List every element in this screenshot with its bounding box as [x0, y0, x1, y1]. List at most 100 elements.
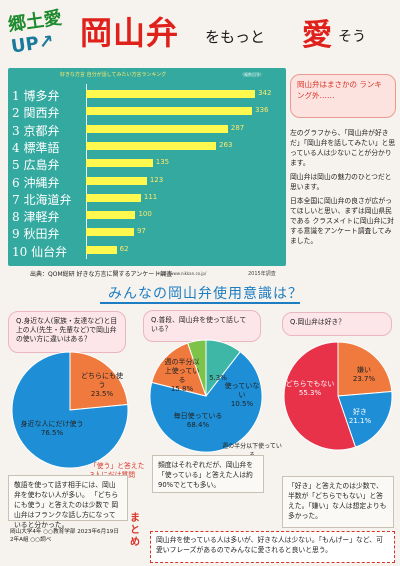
pie2-label-daily: 毎日使っている 68.4% [170, 412, 226, 430]
chart-category-label: 10 仙台弁 [12, 244, 68, 259]
page-title: 岡山弁 [80, 14, 180, 52]
chart-unit: （複数回答） [240, 72, 264, 77]
chart-value-label: 123 [149, 175, 164, 184]
chart-category-label: 9 秋田弁 [12, 227, 60, 242]
chart-row: 10 仙台弁 62 [8, 242, 286, 260]
pie-slice [151, 342, 207, 397]
pie-chart-1 [11, 351, 129, 469]
chart-bar [86, 228, 134, 237]
survey-banner: みんなの岡山弁使用意識は？ [108, 286, 303, 302]
pie3-label-neither-value: 55.3% [298, 389, 322, 397]
chart-source-url: http://www.nikkan.co.jp/ [158, 271, 207, 276]
pie-chart-3 [283, 341, 393, 451]
pie2-label-half-text: 週の半分以上使っている [164, 358, 200, 384]
chart-category-label: 2 関西弁 [12, 106, 60, 121]
summary-heading: まとめ [130, 513, 140, 548]
pie-slice [337, 341, 393, 397]
pie1-label-close-value: 76.5% [40, 429, 64, 437]
chart-title: 好きな方言 自分が話してみたい方言ランキング [60, 72, 167, 78]
pie1-label-close: 身近な人にだけ使う 76.5% [16, 420, 88, 438]
chart-category-label: 1 博多弁 [12, 89, 60, 103]
pie2-label-half-value: 15.8% [170, 385, 194, 393]
pie-slice [11, 351, 129, 469]
chart-value-label: 287 [230, 123, 245, 132]
chart-category-label: 8 津軽弁 [12, 210, 60, 225]
question-1: Q.身近な人(家族・友達など)と目上の人(先生・先輩など)で岡山弁の使い方に違い… [8, 311, 126, 353]
pie-slice [149, 351, 263, 453]
chart-bar [86, 141, 217, 150]
chart-row: 5 広島弁 135 [8, 155, 286, 173]
chart-value-label: 135 [155, 158, 170, 167]
chart-value-label: 111 [143, 192, 158, 201]
pie1-label-both: どちらにも使う 23.5% [78, 372, 126, 399]
question-2: Q.普段、岡山弁を使って話している？ [143, 310, 261, 342]
title-suffix-1: をもっと [205, 28, 266, 46]
chart-value-label: 100 [138, 210, 152, 219]
pie1-label-both-value: 23.5% [90, 390, 114, 398]
pie3-label-like-value: 21.1% [348, 417, 372, 425]
chart-category-label: 6 沖縄弁 [12, 175, 60, 190]
ranking-chart: 好きな方言 自分が話してみたい方言ランキング （複数回答） 1 博多弁 342 2 … [8, 68, 286, 266]
chart-bar [86, 193, 141, 202]
chart-source-year: 2015年調査 [248, 271, 276, 277]
pie-slice [337, 390, 393, 448]
pie2-label-none-value: 10.5% [230, 400, 254, 408]
chart-bar [86, 124, 228, 133]
pie3-label-dislike: 嫌い 23.7% [344, 366, 384, 384]
pie2-label-less-value: 5.3% [209, 374, 227, 382]
chart-row: 3 京都弁 287 [8, 121, 286, 139]
chart-axis [86, 84, 87, 259]
pie3-label-like-text: 好き [353, 408, 367, 416]
chart-bar [86, 159, 153, 168]
chart-value-label: 342 [258, 89, 272, 97]
note-paragraph-2: 岡山弁は岡山の魅力のひとつだと思います。 [290, 173, 392, 191]
chart-value-label: 62 [119, 244, 129, 253]
pie2-label-none-text: 使っていない [224, 382, 260, 399]
chart-category-label: 7 北海道弁 [12, 192, 72, 207]
chart-value-label: 263 [219, 140, 233, 149]
pie3-label-like: 好き 21.1% [340, 408, 380, 426]
chart-bar [86, 245, 117, 254]
chart-row: 8 津軽弁 100 [8, 207, 286, 225]
chart-bar [86, 211, 136, 220]
summary-box: 岡山弁を使っている人は多いが、好きな人は少ない。「もんげー」など、可愛いフレーズ… [150, 531, 395, 563]
title-suffix-2: そう [338, 29, 366, 45]
question-3: Q.岡山弁は好き？ [282, 312, 392, 336]
chart-row: 7 北海道弁 111 [8, 190, 286, 208]
header-badge: 郷土愛 UP↗ [6, 2, 82, 71]
credit-line-2: 2年A組 ○○調べ [10, 537, 52, 543]
chart-row: 2 関西弁 336 [8, 103, 286, 121]
note-paragraph-1: 左のグラフから、「岡山弁が好きだ」「岡山弁を話してみたい」と思っている人は少ない… [290, 129, 396, 167]
banner-underline [100, 302, 300, 304]
finding-2: 頻度はそれぞれだが、岡山弁を「使っている」と答えた人は約90%でとても多い。 [152, 455, 264, 493]
chart-bar [86, 90, 256, 98]
title-ai: 愛 [302, 18, 332, 53]
pie1-label-both-text: どちらにも使う [81, 372, 123, 389]
finding-3: 「好き」と答えたのは少数で、半数が「どちらでもない」と答えた。「嫌い」な人は想定… [282, 476, 394, 528]
pie3-label-dislike-value: 23.7% [352, 375, 376, 383]
pie2-label-less: 5.3% [208, 374, 228, 383]
credit: 岡山大学4年 ○○教育学部 2023年6月19日 2年A組 ○○調べ [10, 528, 119, 544]
pie3-label-dislike-text: 嫌い [357, 366, 371, 374]
pie2-label-daily-value: 68.4% [186, 421, 210, 429]
chart-source: 出典：QOM総研 好きな方言に関するアンケート調査 [30, 271, 173, 278]
chart-row: 6 沖縄弁 123 [8, 173, 286, 191]
pie-chart-2 [149, 339, 263, 453]
chart-row: 1 博多弁 342 [8, 86, 286, 104]
finding-1: 敬語を使って話す相手には、岡山弁を使わない人が多い。 「どちらにも使う」と答えた… [8, 475, 128, 529]
pie1-label-close-text: 身近な人にだけ使う [20, 420, 84, 428]
pie2-label-half: 週の半分以上使っている 15.8% [162, 358, 202, 394]
note-paragraph-3: 日本全国に岡山弁の良さが広がってほしいと思い、まずは岡山県民である クラスメイト… [290, 197, 394, 245]
chart-row: 4 標準語 263 [8, 138, 286, 156]
pie3-label-neither-text: どちらでもない [285, 380, 335, 388]
pie2-label-daily-text: 毎日使っている [173, 412, 223, 420]
chart-category-label: 5 広島弁 [12, 158, 60, 173]
pie-slice [69, 351, 129, 411]
pie3-label-neither: どちらでもない 55.3% [284, 380, 336, 398]
chart-bar [86, 176, 147, 185]
chart-category-label: 3 京都弁 [12, 123, 60, 138]
chart-value-label: 97 [136, 227, 146, 236]
note-question: 岡山弁はまさかの ランキング外…… [290, 74, 396, 118]
chart-bar [86, 107, 253, 116]
